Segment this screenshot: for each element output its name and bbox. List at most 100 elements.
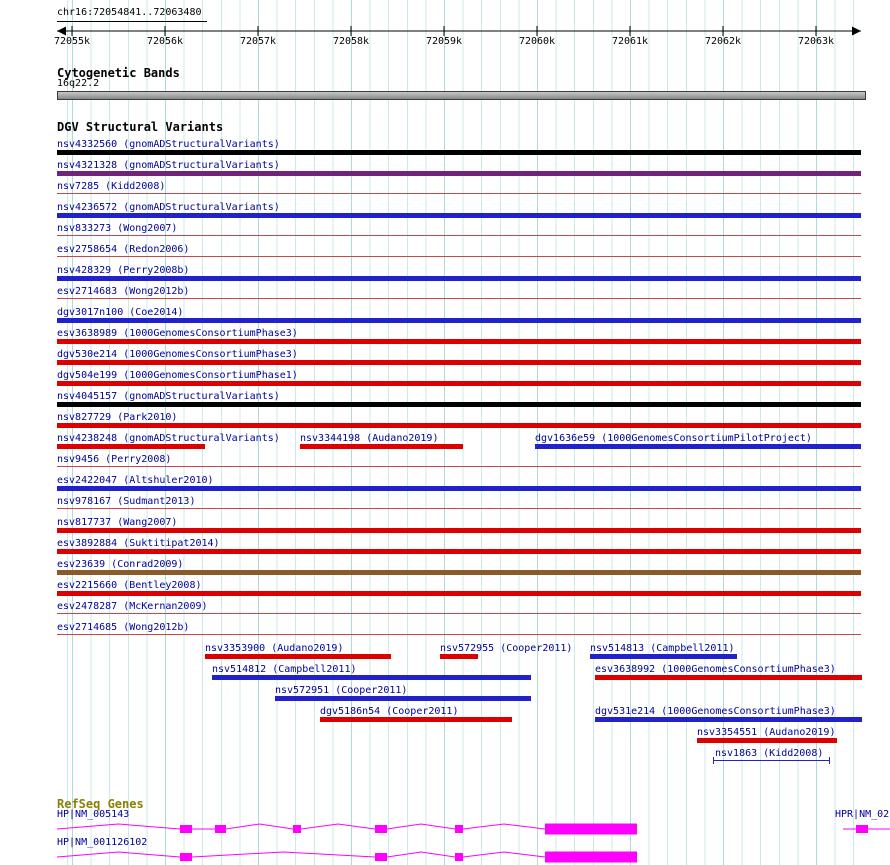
variant-bar[interactable] xyxy=(57,508,861,509)
gene-label[interactable]: HPR|NM_02 xyxy=(835,809,890,820)
intron-line xyxy=(300,823,376,830)
variant-label[interactable]: nsv4238248 (gnomADStructuralVariants) xyxy=(57,433,280,444)
ruler-tick-label: 72062k xyxy=(704,36,742,47)
variant-label[interactable]: esv2714685 (Wong2012b) xyxy=(57,622,190,633)
intron-line xyxy=(462,851,546,858)
variant-bar[interactable] xyxy=(320,717,512,722)
variant-label[interactable]: nsv4236572 (gnomADStructuralVariants) xyxy=(57,202,280,213)
variant-bar[interactable] xyxy=(57,423,861,428)
variant-bar[interactable] xyxy=(57,466,861,467)
region-title: chr16:72054841..72063480 xyxy=(57,7,202,18)
variant-label[interactable]: esv3638992 (1000GenomesConsortiumPhase3) xyxy=(595,664,836,675)
variant-bar[interactable] xyxy=(57,549,861,554)
cytoband-bar xyxy=(57,91,866,100)
variant-label[interactable]: dgv531e214 (1000GenomesConsortiumPhase3) xyxy=(595,706,836,717)
ruler-tick-label: 72060k xyxy=(518,36,556,47)
exon-box xyxy=(215,825,226,833)
variant-bar[interactable] xyxy=(57,213,861,218)
variant-label[interactable]: dgv530e214 (1000GenomesConsortiumPhase3) xyxy=(57,349,298,360)
gene-label[interactable]: HP|NM_001126102 xyxy=(57,837,148,848)
variant-label[interactable]: esv23639 (Conrad2009) xyxy=(57,559,184,570)
variant-label[interactable]: nsv572951 (Cooper2011) xyxy=(275,685,408,696)
variant-label[interactable]: nsv7285 (Kidd2008) xyxy=(57,181,166,192)
variant-bar[interactable] xyxy=(57,150,861,155)
variant-bar[interactable] xyxy=(57,298,861,299)
variant-bar[interactable] xyxy=(57,591,861,596)
variant-bar[interactable] xyxy=(57,339,861,344)
variant-label[interactable]: esv2758654 (Redon2006) xyxy=(57,244,190,255)
variant-bar[interactable] xyxy=(57,402,861,407)
variant-bar[interactable] xyxy=(57,634,861,635)
ruler-right-arrow-icon xyxy=(852,26,861,36)
variant-bar[interactable] xyxy=(300,444,463,449)
variant-label[interactable]: nsv817737 (Wang2007) xyxy=(57,517,178,528)
ruler-tick-label: 72056k xyxy=(146,36,184,47)
variant-label[interactable]: nsv4045157 (gnomADStructuralVariants) xyxy=(57,391,280,402)
variant-label[interactable]: nsv428329 (Perry2008b) xyxy=(57,265,190,276)
variant-label[interactable]: dgv504e199 (1000GenomesConsortiumPhase1) xyxy=(57,370,298,381)
variant-bar[interactable] xyxy=(713,757,830,764)
variant-label[interactable]: esv2215660 (Bentley2008) xyxy=(57,580,202,591)
variant-bar[interactable] xyxy=(57,486,861,491)
variant-bar[interactable] xyxy=(57,444,205,449)
variant-label[interactable]: nsv3353900 (Audano2019) xyxy=(205,643,344,654)
variant-bar[interactable] xyxy=(57,276,861,281)
variant-label[interactable]: nsv4332560 (gnomADStructuralVariants) xyxy=(57,139,280,150)
variant-bar[interactable] xyxy=(212,675,531,680)
intron-line xyxy=(225,823,294,830)
variant-bar[interactable] xyxy=(57,318,861,323)
intron-line xyxy=(191,851,376,858)
gene-model[interactable] xyxy=(0,820,890,838)
variant-label[interactable]: nsv572955 (Cooper2011) xyxy=(440,643,573,654)
ruler-tick-label: 72061k xyxy=(611,36,649,47)
variant-label[interactable]: nsv827729 (Park2010) xyxy=(57,412,178,423)
variant-label[interactable]: dgv5186n54 (Cooper2011) xyxy=(320,706,459,717)
exon-box xyxy=(856,825,868,833)
variant-label[interactable]: nsv514812 (Campbell2011) xyxy=(212,664,357,675)
overview-line xyxy=(57,21,207,22)
variant-bar[interactable] xyxy=(57,235,861,236)
gene-label[interactable]: HP|NM_005143 xyxy=(57,809,130,820)
variant-label[interactable]: nsv3344198 (Audano2019) xyxy=(300,433,439,444)
section-dgv-header: DGV Structural Variants xyxy=(57,120,224,134)
variant-bar[interactable] xyxy=(57,528,861,533)
intron-line xyxy=(56,851,181,858)
section-refseq-header: RefSeq Genes xyxy=(57,797,144,811)
variant-bar[interactable] xyxy=(57,613,861,614)
variant-bar[interactable] xyxy=(57,193,861,194)
ruler-tick-label: 72059k xyxy=(425,36,463,47)
variant-bar[interactable] xyxy=(57,360,861,365)
variant-label[interactable]: nsv978167 (Sudmant2013) xyxy=(57,496,196,507)
variant-label[interactable]: esv2422047 (Altshuler2010) xyxy=(57,475,214,486)
variant-label[interactable]: nsv1863 (Kidd2008) xyxy=(715,748,824,759)
variant-label[interactable]: nsv514813 (Campbell2011) xyxy=(590,643,735,654)
gene-model[interactable] xyxy=(0,820,890,838)
variant-bar[interactable] xyxy=(595,717,862,722)
variant-label[interactable]: nsv3354551 (Audano2019) xyxy=(697,727,836,738)
variant-label[interactable]: nsv833273 (Wong2007) xyxy=(57,223,178,234)
variant-bar[interactable] xyxy=(590,654,737,659)
variant-bar[interactable] xyxy=(275,696,531,701)
variant-bar[interactable] xyxy=(57,570,861,575)
variant-label[interactable]: nsv9456 (Perry2008) xyxy=(57,454,172,465)
variant-label[interactable]: esv2714683 (Wong2012b) xyxy=(57,286,190,297)
exon-box xyxy=(180,853,192,861)
variant-label[interactable]: nsv4321328 (gnomADStructuralVariants) xyxy=(57,160,280,171)
variant-bar[interactable] xyxy=(440,654,478,659)
variant-bar[interactable] xyxy=(57,171,861,176)
variant-bar[interactable] xyxy=(535,444,861,449)
variant-label[interactable]: esv2478287 (McKernan2009) xyxy=(57,601,208,612)
variant-label[interactable]: dgv1636e59 (1000GenomesConsortiumPilotPr… xyxy=(535,433,812,444)
variant-bar[interactable] xyxy=(57,381,861,386)
gene-model[interactable] xyxy=(0,848,890,865)
variant-bar[interactable] xyxy=(57,256,861,257)
ruler-tick-label: 72057k xyxy=(239,36,277,47)
cytoband-name: 16q22.2 xyxy=(57,78,100,89)
variant-label[interactable]: dgv3017n100 (Coe2014) xyxy=(57,307,184,318)
variant-bar[interactable] xyxy=(595,675,862,680)
variant-bar[interactable] xyxy=(697,738,837,743)
variant-label[interactable]: esv3638989 (1000GenomesConsortiumPhase3) xyxy=(57,328,298,339)
variant-bar[interactable] xyxy=(205,654,391,659)
variant-bar-line xyxy=(714,760,829,761)
variant-label[interactable]: esv3892884 (Suktitipat2014) xyxy=(57,538,220,549)
